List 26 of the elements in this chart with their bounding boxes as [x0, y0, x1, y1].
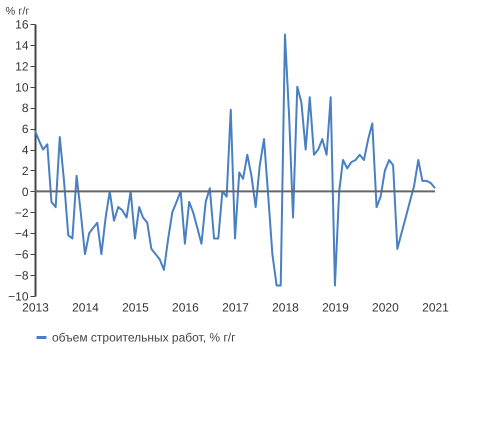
y-tick-label: −6	[14, 248, 29, 262]
y-tick-label: 12	[15, 59, 29, 74]
x-tick-label: 2018	[272, 300, 300, 314]
x-tick-label: 2020	[372, 300, 400, 314]
y-tick-label: 0	[22, 184, 29, 199]
y-tick-label: −8	[14, 268, 29, 283]
x-tick-label: 2014	[72, 300, 100, 314]
y-tick-label: 2	[22, 164, 29, 178]
x-tick-label: 2017	[222, 300, 250, 314]
y-tick-label: 10	[15, 80, 29, 94]
y-tick-label: 4	[22, 143, 29, 158]
y-axis-title: % г/г	[6, 6, 30, 18]
x-tick-label: 2016	[172, 300, 200, 314]
line-series	[34, 33, 436, 287]
x-tick-label: 2015	[122, 300, 150, 314]
x-tick-label: 2013	[22, 300, 50, 314]
y-tick-label: −10	[8, 290, 29, 304]
y-tick-label: 14	[15, 38, 29, 52]
y-tick-label: −4	[14, 226, 29, 241]
y-tick-label: 6	[22, 122, 29, 136]
y-tick-label: −2	[14, 206, 29, 220]
x-tick-label: 2021	[422, 300, 450, 314]
y-tick-label: 8	[22, 101, 29, 116]
legend-label: объем строительных работ, % г/г	[52, 330, 236, 344]
y-tick-label: 16	[15, 18, 29, 32]
x-tick-label: 2019	[322, 300, 350, 314]
